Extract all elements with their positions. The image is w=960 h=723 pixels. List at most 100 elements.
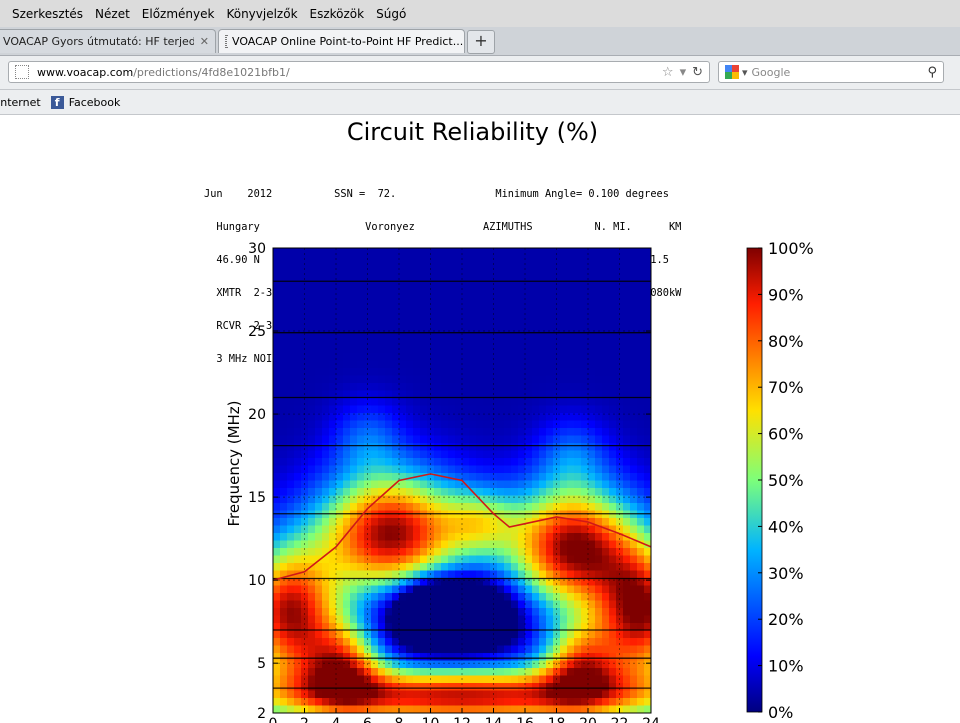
heatmap-cell [546,510,554,519]
menu-bookmarks[interactable]: Könyvjelzők [226,6,298,21]
heatmap-cell [336,518,344,527]
heatmap-cell [497,585,505,594]
menu-edit[interactable]: Szerkesztés [12,6,84,21]
heatmap-cell [483,698,491,707]
search-bar[interactable]: ▾ Google ⚲ [718,61,944,83]
heatmap-cell [595,278,603,287]
address-bar[interactable]: www.voacap.com /predictions/4fd8e1021bfb… [8,61,710,83]
heatmap-cell [644,690,651,699]
heatmap-cell [602,443,610,452]
heatmap-cell [581,308,589,317]
heatmap-cell [427,548,435,557]
heatmap-cell [497,690,505,699]
heatmap-cell [399,525,407,534]
heatmap-cell [462,398,470,407]
heatmap-cell [420,435,428,444]
heatmap-cell [644,488,651,497]
tab-voacap-guide[interactable]: VOACAP Gyors útmutató: HF terjedése j...… [0,29,216,53]
close-tab-icon[interactable]: ✕ [463,35,464,48]
heatmap-cell [308,405,316,414]
search-engine-dropdown-icon[interactable]: ▾ [742,65,748,79]
heatmap-cell [315,383,323,392]
heatmap-cell [280,338,288,347]
heatmap-cell [462,525,470,534]
heatmap-cell [413,570,421,579]
heatmap-cell [280,608,288,617]
heatmap-cell [287,255,295,264]
heatmap-cell [644,278,651,287]
heatmap-cell [539,518,547,527]
heatmap-cell [637,660,645,669]
heatmap-cell [588,495,596,504]
heatmap-cell [630,623,638,632]
menu-history[interactable]: Előzmények [141,6,215,21]
heatmap-cell [392,683,400,692]
heatmap-cell [644,503,651,512]
heatmap-cell [336,300,344,309]
heatmap-cell [581,278,589,287]
header-line: Jun 2012 SSN = 72. Minimum Angle= 0.100 … [204,188,669,200]
heatmap-cell [623,563,631,572]
heatmap-cell [588,473,596,482]
heatmap-cell [588,690,596,699]
heatmap-cell [644,293,651,302]
heatmap-cell [497,450,505,459]
heatmap-cell [497,263,505,272]
bookmark-star-icon[interactable]: ☆ [661,64,674,80]
heatmap-cell [371,705,379,713]
heatmap-cell [315,683,323,692]
heatmap-cell [574,270,582,279]
heatmap-cell [546,398,554,407]
heatmap-cell [462,293,470,302]
heatmap-cell [609,383,617,392]
search-icon[interactable]: ⚲ [927,64,937,80]
heatmap-cell [441,255,449,264]
close-tab-icon[interactable]: ✕ [199,35,209,48]
heatmap-cell [448,300,456,309]
history-dropdown-icon[interactable]: ▾ [679,64,687,80]
tab-voacap-online[interactable]: VOACAP Online Point-to-Point HF Predict.… [218,29,465,53]
heatmap-cell [287,563,295,572]
heatmap-cell [630,563,638,572]
heatmap-cell [567,600,575,609]
heatmap-cell [308,698,316,707]
site-identity-icon[interactable] [15,65,29,79]
google-icon[interactable] [725,65,739,79]
heatmap-cell [637,255,645,264]
heatmap-cell [420,285,428,294]
heatmap-cell [364,413,372,422]
heatmap-cell [280,600,288,609]
heatmap-cell [441,353,449,362]
heatmap-cell [637,368,645,377]
heatmap-cell [294,503,302,512]
heatmap-cell [441,435,449,444]
bookmark-facebook[interactable]: f Facebook [50,95,120,109]
heatmap-cell [420,338,428,347]
heatmap-cell [469,248,477,257]
heatmap-cell [476,353,484,362]
heatmap-cell [364,548,372,557]
y-tick-label: 2 [257,706,266,722]
heatmap-cell [350,540,358,549]
heatmap-cell [637,645,645,654]
heatmap-cell [462,315,470,324]
heatmap-cell [280,593,288,602]
menu-help[interactable]: Súgó [376,6,407,21]
heatmap-cell [595,263,603,272]
colorbar-tick-label: 60% [768,425,804,444]
heatmap-cell [525,360,533,369]
heatmap-cell [497,413,505,422]
heatmap-cell [287,413,295,422]
heatmap-cell [616,263,624,272]
heatmap-cell [392,248,400,257]
reload-icon[interactable]: ↻ [692,64,703,80]
menu-tools[interactable]: Eszközök [309,6,365,21]
menu-view[interactable]: Nézet [95,6,130,21]
bookmark-internet[interactable]: Internet [0,96,41,109]
heatmap-cell [469,593,477,602]
heatmap-cell [469,360,477,369]
new-tab-button[interactable]: + [467,30,495,54]
heatmap-cell [273,533,281,542]
tab-label: VOACAP Gyors útmutató: HF terjedése j... [3,35,194,48]
heatmap-cell [455,248,463,257]
